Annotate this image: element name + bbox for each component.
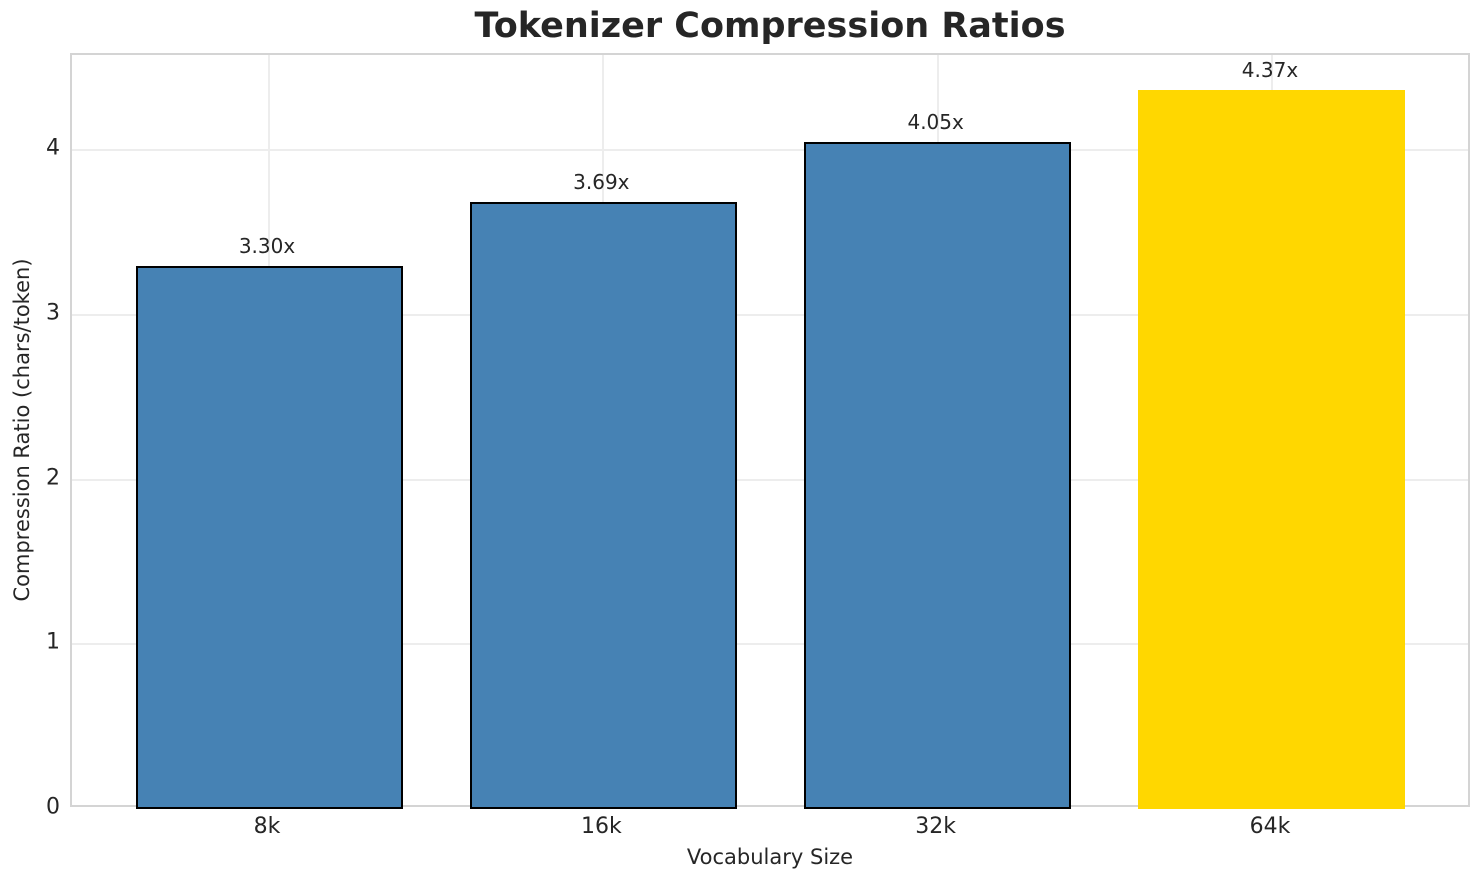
y-tick-label: 4 xyxy=(46,135,60,161)
h-gridline xyxy=(72,478,1468,481)
x-axis-label: Vocabulary Size xyxy=(686,845,854,869)
bar-value-label: 3.30x xyxy=(238,233,296,258)
bar-16k xyxy=(469,201,737,809)
h-gridline xyxy=(72,314,1468,317)
x-tick-label-32k: 32k xyxy=(915,814,957,839)
h-gridline xyxy=(72,149,1468,152)
y-tick-label: 0 xyxy=(46,794,60,820)
chart-title: Tokenizer Compression Ratios xyxy=(474,6,1066,46)
h-gridline xyxy=(72,643,1468,646)
bar-value-label: 4.37x xyxy=(1241,57,1299,82)
bar-8k xyxy=(135,265,403,809)
y-axis-label: Compression Ratio (chars/token) xyxy=(10,258,34,602)
bar-32k xyxy=(804,142,1072,809)
x-tick-label-64k: 64k xyxy=(1249,814,1291,839)
x-tick-label-8k: 8k xyxy=(253,814,281,839)
x-tick-label-16k: 16k xyxy=(580,814,622,839)
bar-value-label: 3.69x xyxy=(573,169,630,194)
bar-value-label: 4.05x xyxy=(907,110,964,135)
y-tick-label: 2 xyxy=(46,465,60,491)
bar-64k xyxy=(1138,89,1406,809)
y-tick-label: 1 xyxy=(46,629,60,655)
plot-area xyxy=(70,53,1470,809)
y-tick-label: 3 xyxy=(46,300,60,326)
